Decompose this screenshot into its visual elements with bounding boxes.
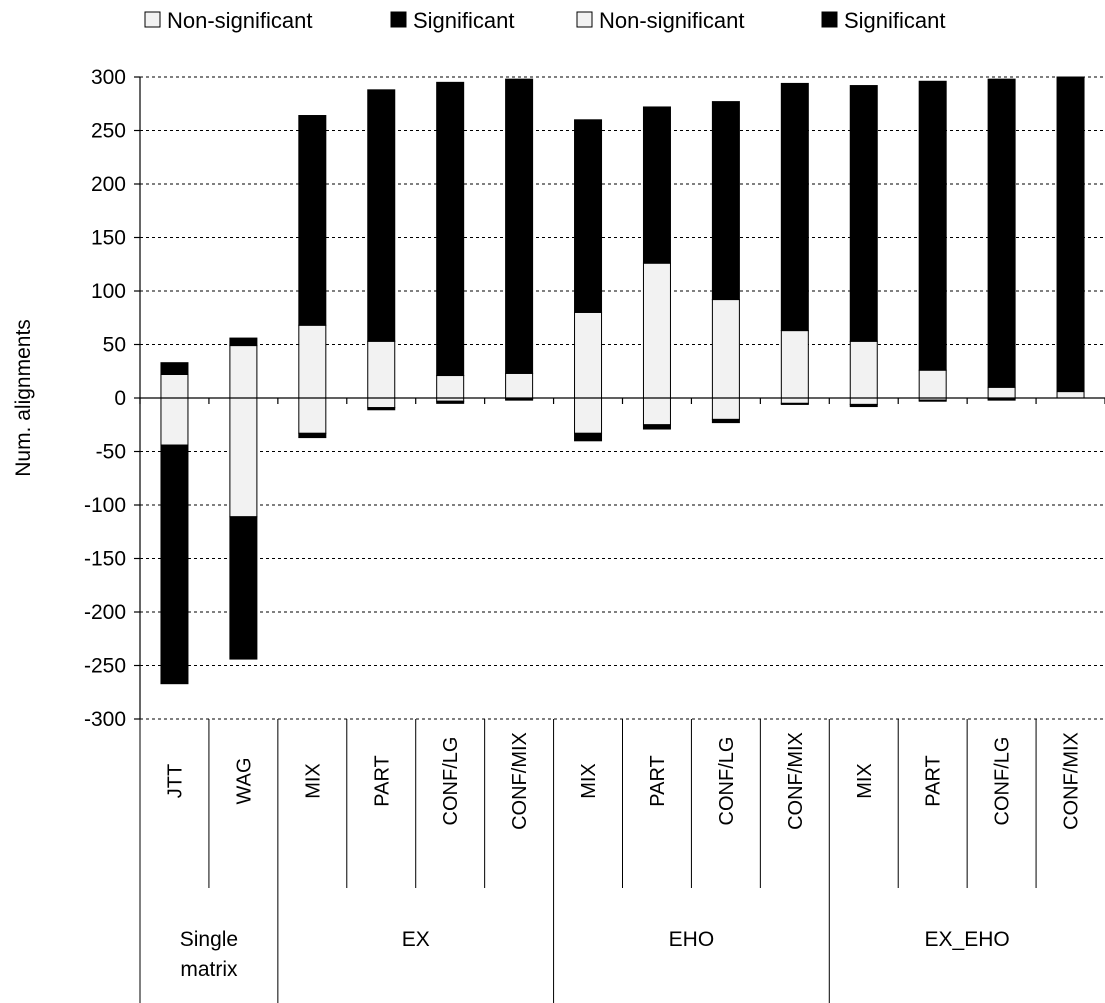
group-label: EX_EHO [925, 928, 1010, 951]
y-tick-label: -250 [84, 655, 126, 678]
category-axis: JTT WAG Single matrix MIX PART CONF/LG CONF/MIX… [139, 719, 1083, 1003]
bar-segment [505, 372, 534, 399]
bar-segment [711, 397, 740, 420]
bar-segment [574, 432, 603, 442]
bar-segment [436, 81, 465, 377]
bar-segment [849, 85, 878, 342]
bar-segment [574, 119, 603, 313]
y-tick-label: 200 [91, 173, 126, 196]
legend-swatch [144, 11, 161, 28]
bar-segment [436, 375, 465, 399]
group-label: EX [402, 928, 430, 951]
legend-label: Non-significant [167, 8, 313, 33]
bar-segment [574, 397, 603, 434]
bar-segment [849, 397, 878, 405]
y-tick-label: -300 [84, 708, 126, 731]
bar-segment [918, 80, 947, 371]
bar-segment [229, 337, 258, 347]
legend-swatch [821, 11, 838, 28]
bar-segment [849, 340, 878, 399]
legend-swatch [390, 11, 407, 28]
legend-label: Non-significant [599, 8, 745, 33]
legend-label: Significant [413, 8, 515, 33]
bar-segment [298, 324, 327, 399]
category-label: MIX [578, 763, 600, 799]
bar-segment [505, 78, 534, 374]
bar-segment [298, 432, 327, 439]
y-tick-label: 0 [114, 387, 126, 410]
bar-segment [849, 403, 878, 408]
legend-label: Significant [844, 8, 946, 33]
bar-segment [574, 311, 603, 399]
category-label: CONF/LG [440, 737, 462, 826]
bar-segment [918, 399, 947, 402]
legend: Non-significant Significant Non-significan… [144, 8, 946, 33]
bar-segment [367, 340, 396, 399]
y-tick-label: 50 [103, 334, 126, 357]
y-tick-label: 300 [91, 66, 126, 89]
category-label: WAG [233, 757, 255, 804]
category-label: CONF/LG [716, 737, 738, 826]
bars [160, 76, 1085, 685]
bar-segment [780, 82, 809, 332]
category-label: PART [647, 755, 669, 807]
group-label: Single [180, 928, 238, 951]
bar-segment [780, 330, 809, 399]
bar-segment [298, 115, 327, 326]
bar-segment [367, 89, 396, 342]
category-label: CONF/MIX [785, 732, 807, 830]
bar-segment [160, 397, 189, 446]
y-tick-label: -150 [84, 548, 126, 571]
category-label: CONF/MIX [1061, 732, 1083, 830]
y-tick-label: -100 [84, 494, 126, 517]
bar-segment [642, 106, 671, 264]
bar-segment [918, 369, 947, 399]
axes [139, 77, 1105, 719]
bar-segment [229, 345, 258, 399]
bar-segment [505, 398, 534, 401]
bar-segment [229, 397, 258, 518]
bar-segment [987, 78, 1016, 388]
category-label: PART [923, 755, 945, 807]
category-label: CONF/MIX [509, 732, 531, 830]
y-tick-label: -200 [84, 601, 126, 624]
bar-segment [642, 424, 671, 430]
bar-segment [642, 262, 671, 399]
y-tick-label: -50 [96, 441, 126, 464]
bar-segment [711, 418, 740, 424]
bar-segment [367, 407, 396, 411]
category-label: MIX [302, 763, 324, 799]
group-label: EHO [669, 928, 715, 951]
y-ticks: 300 250 200 150 100 50 0 -50 -100 -150 -200 -250 -30… [84, 66, 140, 731]
bar-segment [1056, 391, 1085, 399]
category-label: MIX [854, 763, 876, 799]
bar-segment [160, 373, 189, 399]
bar-segment [367, 397, 396, 409]
bar-segment [1056, 76, 1085, 393]
category-label: CONF/LG [992, 737, 1014, 826]
y-tick-label: 250 [91, 120, 126, 143]
bar-segment [160, 444, 189, 685]
bar-segment [642, 397, 671, 426]
bar-segment [229, 516, 258, 660]
bar-segment [711, 299, 740, 399]
bar-segment [780, 402, 809, 405]
y-tick-label: 150 [91, 227, 126, 250]
bar-segment [987, 398, 1016, 401]
bar-segment [436, 400, 465, 404]
group-label: matrix [180, 958, 238, 981]
bar-segment [780, 397, 809, 404]
bar-segment [298, 397, 327, 434]
bar-segment [711, 101, 740, 301]
category-label: PART [371, 755, 393, 807]
category-label: JTT [164, 764, 186, 798]
bar-segment [160, 362, 189, 375]
y-axis-label: Num. alignments [12, 319, 35, 477]
y-tick-label: 100 [91, 280, 126, 303]
bar-segment [987, 386, 1016, 399]
legend-swatch [576, 11, 593, 28]
